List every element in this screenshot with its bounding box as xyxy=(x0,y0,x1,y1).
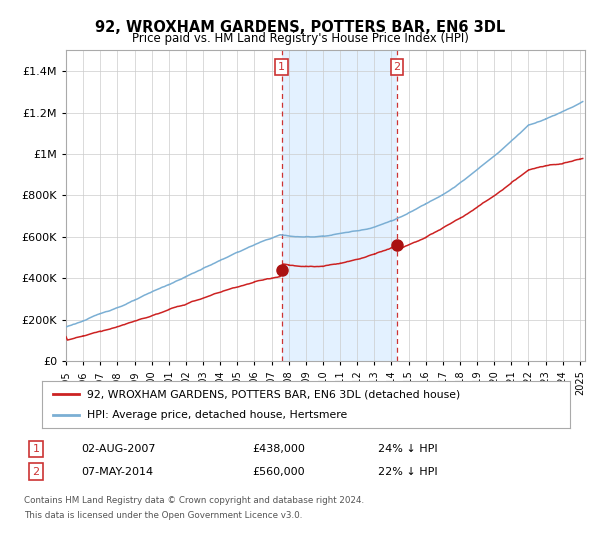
Text: HPI: Average price, detached house, Hertsmere: HPI: Average price, detached house, Hert… xyxy=(87,410,347,420)
Bar xyxy=(281,50,397,361)
Text: 92, WROXHAM GARDENS, POTTERS BAR, EN6 3DL: 92, WROXHAM GARDENS, POTTERS BAR, EN6 3D… xyxy=(95,20,505,35)
Text: 1: 1 xyxy=(32,444,40,454)
Text: 22% ↓ HPI: 22% ↓ HPI xyxy=(378,466,437,477)
Text: £560,000: £560,000 xyxy=(252,466,305,477)
Text: 24% ↓ HPI: 24% ↓ HPI xyxy=(378,444,437,454)
Text: 2: 2 xyxy=(394,62,401,72)
Text: £438,000: £438,000 xyxy=(252,444,305,454)
Text: 2: 2 xyxy=(32,466,40,477)
Text: Contains HM Land Registry data © Crown copyright and database right 2024.: Contains HM Land Registry data © Crown c… xyxy=(24,496,364,505)
Text: Price paid vs. HM Land Registry's House Price Index (HPI): Price paid vs. HM Land Registry's House … xyxy=(131,32,469,45)
Text: 92, WROXHAM GARDENS, POTTERS BAR, EN6 3DL (detached house): 92, WROXHAM GARDENS, POTTERS BAR, EN6 3D… xyxy=(87,389,460,399)
Text: 1: 1 xyxy=(278,62,285,72)
Text: This data is licensed under the Open Government Licence v3.0.: This data is licensed under the Open Gov… xyxy=(24,511,302,520)
Text: 02-AUG-2007: 02-AUG-2007 xyxy=(81,444,155,454)
Text: 07-MAY-2014: 07-MAY-2014 xyxy=(81,466,153,477)
